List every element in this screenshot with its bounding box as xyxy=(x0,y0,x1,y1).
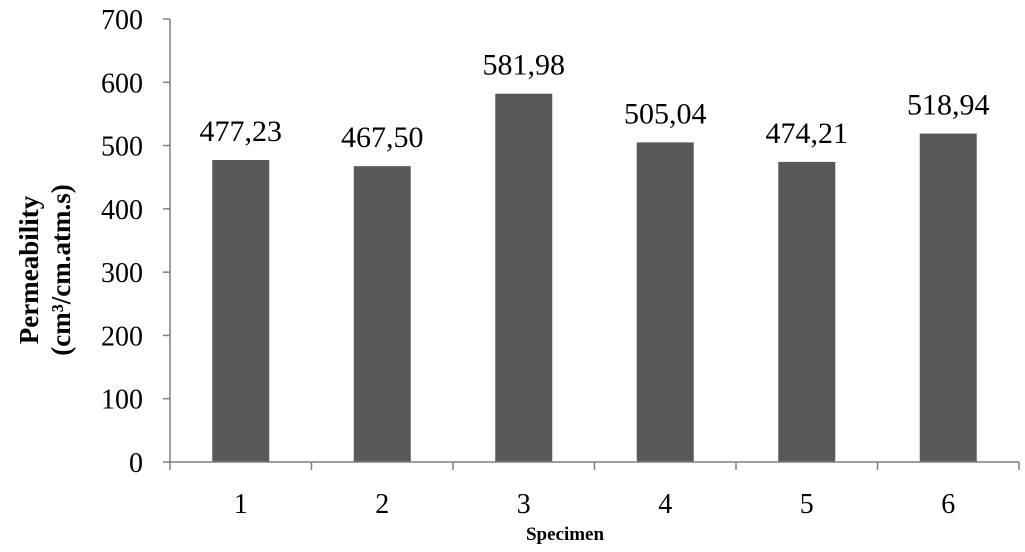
bars xyxy=(212,93,977,463)
y-axis-ticks: 0 100 200 300 400 500 600 700 xyxy=(101,5,170,479)
y-axis-title-line2: (cm³/cm.atm.s) xyxy=(46,184,76,356)
data-label-1: 477,23 xyxy=(200,115,283,148)
bar-1 xyxy=(212,159,270,463)
x-tick-label-2: 2 xyxy=(375,489,389,520)
bar-4 xyxy=(636,142,694,462)
x-axis-title: Specimen xyxy=(526,524,605,545)
y-axis-title-line1: Permeability xyxy=(14,195,44,344)
bar-5 xyxy=(778,161,836,462)
data-label-4: 505,04 xyxy=(624,97,707,130)
data-label-6: 518,94 xyxy=(907,89,990,122)
x-tick-label-1: 1 xyxy=(234,489,248,520)
x-tick-label-5: 5 xyxy=(800,489,814,520)
y-tick-label: 200 xyxy=(101,321,143,352)
y-axis-title: Permeability (cm³/cm.atm.s) xyxy=(14,184,76,356)
x-tick-label-6: 6 xyxy=(941,489,955,520)
bar-6 xyxy=(919,133,977,462)
x-axis-ticks: 1 2 3 4 5 6 xyxy=(169,462,1020,520)
y-tick-label: 100 xyxy=(101,385,143,416)
bar-3 xyxy=(495,93,553,463)
data-label-3: 581,98 xyxy=(483,49,566,82)
data-label-5: 474,21 xyxy=(766,117,849,150)
y-tick-label: 300 xyxy=(101,258,143,289)
data-label-2: 467,50 xyxy=(341,121,424,154)
y-tick-label: 700 xyxy=(101,5,143,36)
y-tick-label: 500 xyxy=(101,132,143,163)
y-tick-label: 0 xyxy=(129,448,143,479)
y-tick-label: 600 xyxy=(101,68,143,99)
x-tick-label-3: 3 xyxy=(517,489,531,520)
bar-2 xyxy=(353,166,411,462)
data-labels: 477,23 467,50 581,98 505,04 474,21 518,94 xyxy=(200,49,990,154)
y-tick-label: 400 xyxy=(101,195,143,226)
x-tick-label-4: 4 xyxy=(658,489,672,520)
